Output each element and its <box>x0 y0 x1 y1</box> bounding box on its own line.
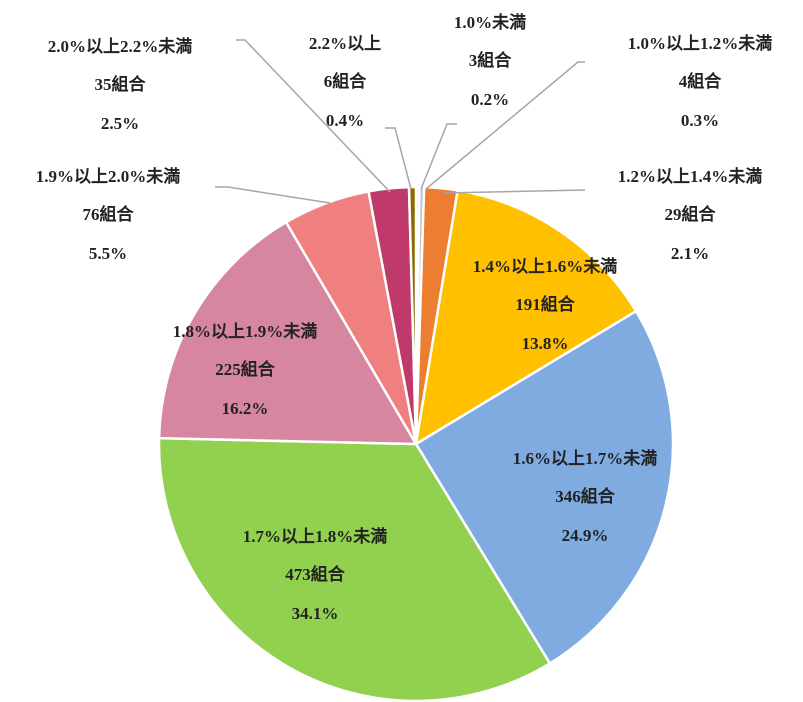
percent-label: 2.5% <box>101 114 139 133</box>
slice-label: 1.0%未満 <box>454 12 526 32</box>
pie-slice <box>414 188 638 447</box>
slice-label: 2.0%以上2.2%未満 <box>48 36 193 56</box>
percent-label: 24.9% <box>562 526 609 545</box>
count-label: 6組合 <box>324 71 367 91</box>
leader-line <box>215 186 331 204</box>
leader-line <box>443 189 586 194</box>
percent-label: 0.4% <box>326 111 364 130</box>
slice-label: 1.4%以上1.6%未満 <box>473 256 618 276</box>
percent-label: 13.8% <box>522 334 569 353</box>
leader-line <box>385 127 412 190</box>
count-label: 473組合 <box>285 564 345 584</box>
count-label: 346組合 <box>555 486 615 506</box>
percent-label: 16.2% <box>222 399 269 418</box>
slice-label: 1.9%以上2.0%未満 <box>36 166 181 186</box>
percent-label: 0.3% <box>681 111 719 130</box>
count-label: 35組合 <box>95 74 147 94</box>
percent-label: 2.1% <box>671 244 709 263</box>
percent-label: 5.5% <box>89 244 127 263</box>
leader-line <box>236 39 391 193</box>
count-label: 76組合 <box>83 204 135 224</box>
pie-slice <box>414 309 675 666</box>
slice-label: 2.2%以上 <box>309 34 381 53</box>
leader-line <box>425 61 585 190</box>
slice-label: 1.8%以上1.9%未満 <box>173 321 318 341</box>
pie-slice <box>407 185 418 445</box>
count-label: 4組合 <box>679 71 722 91</box>
slice-label: 1.2%以上1.4%未満 <box>618 166 763 186</box>
percent-label: 0.2% <box>471 90 509 109</box>
pie-slice <box>157 436 552 702</box>
count-label: 191組合 <box>515 294 575 314</box>
percent-label: 34.1% <box>292 604 339 623</box>
count-label: 225組合 <box>215 359 275 379</box>
slice-label: 1.7%以上1.8%未満 <box>243 526 388 546</box>
count-label: 29組合 <box>665 204 717 224</box>
slice-label: 1.6%以上1.7%未満 <box>513 448 658 468</box>
slice-label: 1.0%以上1.2%未満 <box>628 33 773 53</box>
count-label: 3組合 <box>469 50 512 70</box>
pie-slice <box>157 220 419 446</box>
leader-line <box>420 123 457 190</box>
